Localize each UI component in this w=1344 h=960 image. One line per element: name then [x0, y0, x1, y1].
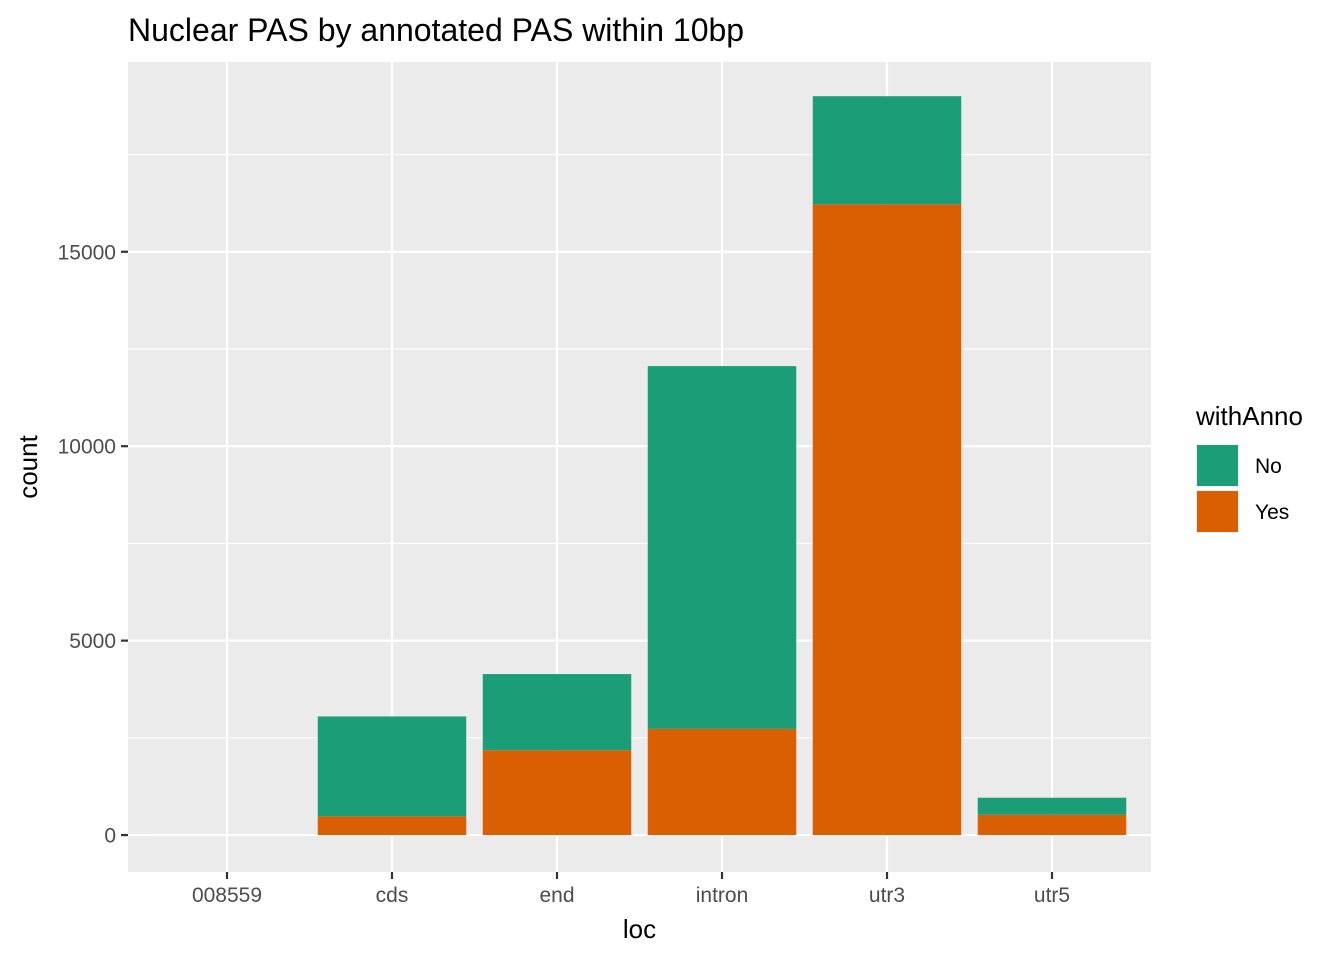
y-axis-title: count: [13, 434, 43, 498]
bar-intron-yes: [647, 728, 797, 836]
bar-utr5-yes: [977, 814, 1127, 836]
x-tick-label-utr3: utr3: [869, 884, 905, 907]
bar-end-yes: [482, 750, 632, 836]
legend: withAnno No Yes: [1195, 401, 1303, 533]
bar-utr5-no: [977, 797, 1127, 815]
bar-end-no: [482, 674, 632, 751]
y-tick-label: 5000: [69, 630, 116, 653]
bar-cds-yes: [317, 816, 467, 836]
x-tick-label-cds: cds: [376, 884, 409, 907]
legend-title: withAnno: [1195, 401, 1303, 431]
chart-title: Nuclear PAS by annotated PAS within 10bp: [128, 12, 744, 48]
legend-swatch-no: [1197, 445, 1238, 486]
bar-utr3-no: [812, 96, 962, 205]
x-tick-label-008559: 008559: [192, 884, 262, 907]
x-tick-label-utr5: utr5: [1034, 884, 1070, 907]
y-tick-label: 10000: [58, 436, 116, 459]
x-tick-label-end: end: [539, 884, 574, 907]
y-tick-label: 0: [104, 825, 116, 848]
bar-utr3-yes: [812, 204, 962, 836]
bar-cds-no: [317, 716, 467, 817]
x-axis: 008559 cds end intron utr3 utr5: [192, 872, 1070, 907]
x-tick-label-intron: intron: [696, 884, 749, 907]
minor-gridlines: [128, 153, 1151, 739]
bar-intron-no: [647, 366, 797, 729]
plot-panel: [128, 62, 1151, 872]
y-tick-label: 15000: [58, 241, 116, 264]
x-axis-title: loc: [623, 914, 656, 944]
legend-swatch-yes: [1197, 491, 1238, 532]
bars: [152, 96, 1127, 836]
legend-label-yes: Yes: [1255, 501, 1289, 524]
y-axis: 0 5000 10000 15000: [58, 241, 128, 848]
legend-label-no: No: [1255, 455, 1282, 478]
